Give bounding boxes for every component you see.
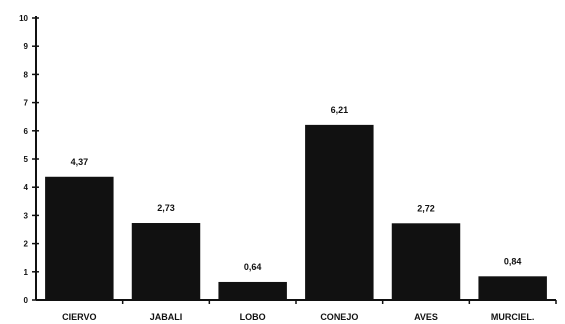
bar-series — [45, 124, 547, 301]
bar — [45, 176, 114, 300]
value-labels: 4,37 2,73 0,64 6,21 2,72 0,84 — [71, 105, 522, 272]
y-tick-label: 8 — [24, 70, 29, 79]
y-tick-label: 0 — [24, 296, 29, 305]
bar — [218, 281, 287, 300]
x-tick-label: MURCIEL. — [491, 312, 535, 322]
y-tick-label: 1 — [24, 268, 29, 277]
bar — [131, 223, 201, 300]
data-label: 6,21 — [331, 105, 349, 115]
y-tick-label: 6 — [24, 127, 29, 136]
bar — [305, 124, 374, 301]
y-tick-label: 5 — [24, 155, 29, 164]
y-tick-label: 3 — [24, 211, 29, 220]
x-tick-label: CONEJO — [320, 312, 358, 322]
y-axis-ticks: 0 1 2 3 4 5 6 7 8 9 10 — [19, 14, 39, 305]
data-label: 2,73 — [157, 203, 175, 213]
data-label: 4,37 — [71, 157, 89, 167]
y-tick-label: 7 — [24, 99, 29, 108]
data-label: 0,64 — [244, 262, 262, 272]
y-tick-label: 2 — [24, 240, 29, 249]
x-tick-label: LOBO — [240, 312, 266, 322]
y-tick-label: 9 — [24, 42, 29, 51]
x-tick-label: JABALI — [150, 312, 183, 322]
y-tick-label: 10 — [19, 14, 28, 23]
data-label: 2,72 — [417, 203, 435, 213]
x-tick-label: CIERVO — [62, 312, 96, 322]
chart-axes — [35, 16, 556, 301]
data-label: 0,84 — [504, 256, 522, 266]
bar — [478, 276, 547, 300]
category-labels: CIERVO JABALI LOBO CONEJO AVES MURCIEL. — [62, 300, 557, 322]
y-tick-label: 4 — [24, 183, 29, 192]
x-tick-label: AVES — [414, 312, 438, 322]
bar — [391, 223, 461, 300]
